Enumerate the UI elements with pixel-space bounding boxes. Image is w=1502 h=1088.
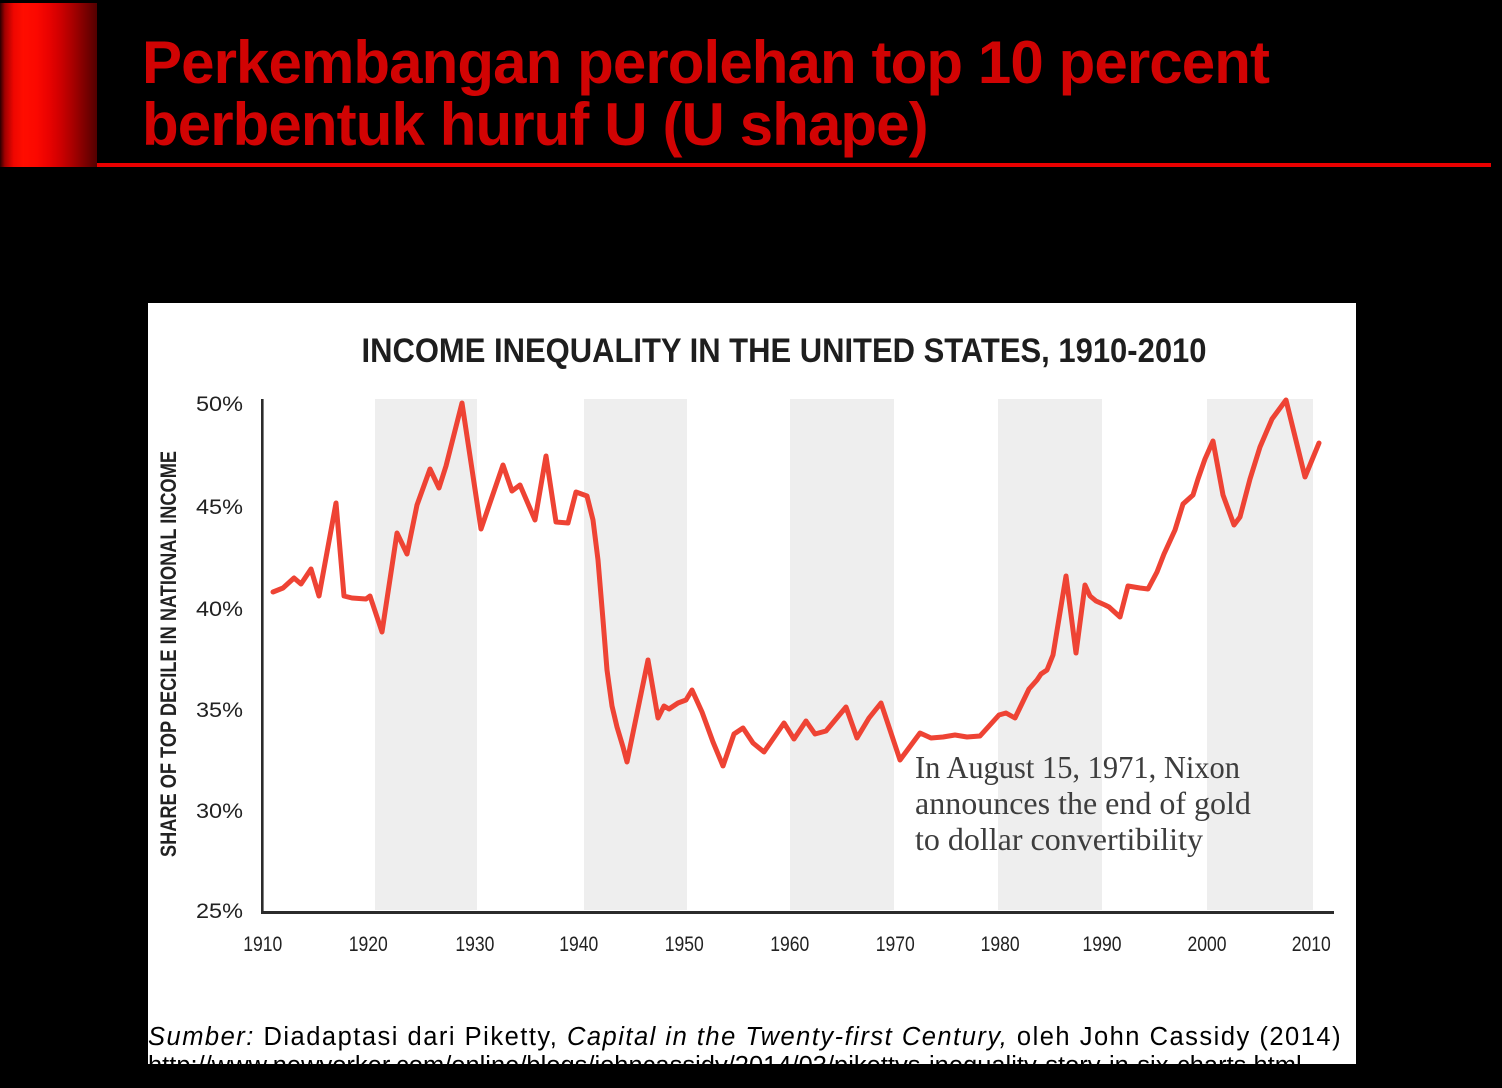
svg-text:1980: 1980: [981, 933, 1020, 956]
svg-text:1950: 1950: [665, 933, 704, 956]
svg-text:SHARE OF TOP DECILE IN NATIONA: SHARE OF TOP DECILE IN NATIONAL INCOME: [156, 451, 181, 857]
svg-text:announces the end of gold: announces the end of gold: [915, 785, 1251, 821]
svg-text:2000: 2000: [1188, 933, 1227, 956]
svg-text:35%: 35%: [196, 698, 243, 722]
svg-text:1940: 1940: [559, 933, 598, 956]
svg-text:1990: 1990: [1083, 933, 1122, 956]
svg-text:http://www.newyorker.com/onlin: http://www.newyorker.com/online/blogs/jo…: [148, 1052, 1302, 1064]
svg-text:30%: 30%: [196, 799, 243, 823]
svg-text:to dollar convertibility: to dollar convertibility: [915, 821, 1203, 857]
svg-text:INCOME INEQUALITY IN THE UNITE: INCOME INEQUALITY IN THE UNITED STATES, …: [362, 332, 1207, 370]
svg-text:25%: 25%: [196, 899, 243, 923]
svg-text:1920: 1920: [349, 933, 388, 956]
svg-text:In August 15, 1971, Nixon: In August 15, 1971, Nixon: [915, 749, 1240, 785]
svg-text:1930: 1930: [455, 933, 494, 956]
svg-text:1970: 1970: [876, 933, 915, 956]
svg-text:1910: 1910: [243, 933, 282, 956]
svg-text:50%: 50%: [196, 392, 243, 416]
svg-text:2010: 2010: [1292, 933, 1331, 956]
svg-text:45%: 45%: [196, 495, 243, 519]
svg-text:Sumber: Diadaptasi dari Pikett: Sumber: Diadaptasi dari Piketty, Capital…: [148, 1023, 1342, 1051]
svg-text:1960: 1960: [770, 933, 809, 956]
svg-text:40%: 40%: [196, 597, 243, 621]
